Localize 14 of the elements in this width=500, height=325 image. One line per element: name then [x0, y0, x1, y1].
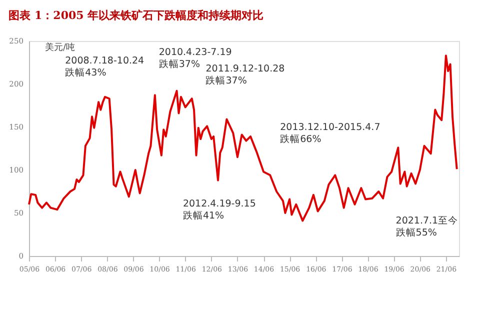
y-axis-title: 美元/吨 — [45, 42, 76, 53]
annotation: 2013.12.10-2015.4.7 — [280, 122, 380, 133]
chart-title: 图表 1：2005 年以来铁矿石下跌幅度和持续期对比 — [8, 9, 264, 22]
annotation: 2010.4.23-7.19 — [158, 47, 232, 58]
annotation: 跌幅37% — [158, 58, 200, 70]
annotation: 跌幅55% — [396, 226, 437, 239]
annotation: 跌幅43% — [65, 66, 106, 79]
annotation: 2012.4.19-9.15 — [182, 198, 256, 210]
annotation: 2008.7.18-10.24 — [65, 56, 144, 67]
annotation: 跌幅37% — [206, 74, 247, 86]
annotation: 跌幅66% — [280, 132, 322, 145]
annotation: 跌幅41% — [182, 209, 224, 222]
annotation: 2011.9.12-10.28 — [206, 63, 285, 74]
annotation: 2021.7.1至今 — [396, 214, 458, 227]
